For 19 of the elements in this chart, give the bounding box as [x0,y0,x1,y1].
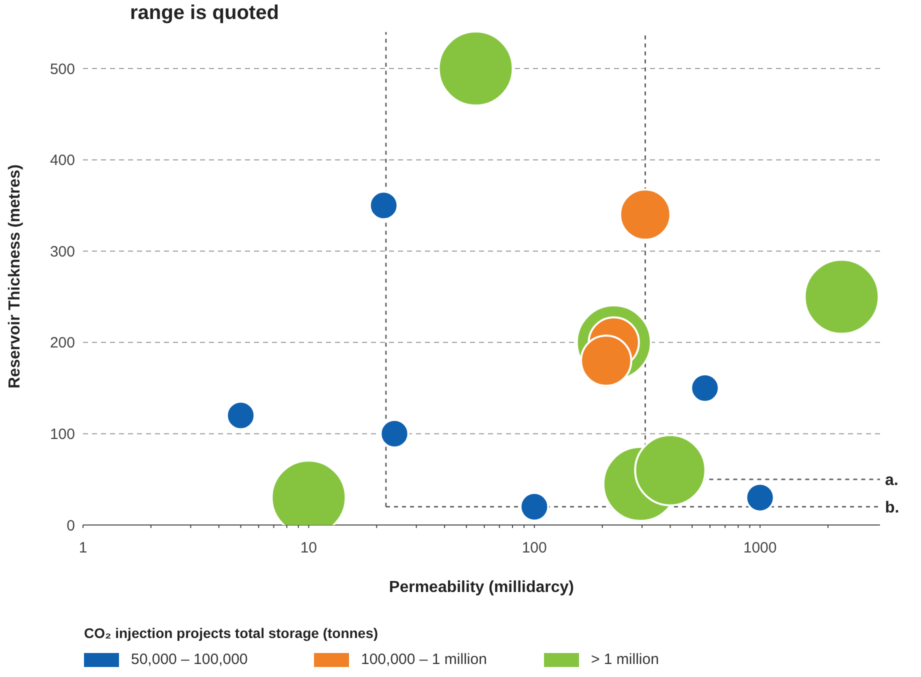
ref-line-label: a. [885,472,898,490]
x-tick-label: 1000 [743,540,777,557]
y-tick-label: 200 [50,334,75,352]
y-tick-label: 500 [50,60,75,78]
legend-label: 50,000 – 100,000 [131,651,248,668]
x-tick-label: 10 [300,540,318,557]
ref-line-label: b. [885,499,900,516]
y-tick-label: 400 [50,152,75,170]
y-tick-label: 0 [66,517,75,534]
y-tick-label: 300 [50,243,75,260]
legend-label: > 1 million [591,651,659,668]
x-tick-label: 100 [522,540,547,557]
y-axis-title: Reservoir Thickness (metres) [6,164,24,388]
legend-title: CO₂ injection projects total storage (tonnes) [84,625,380,641]
chart-title: range is quoted [130,2,279,25]
legend-label: 100,000 – 1 million [361,651,487,668]
y-tick-label: 100 [50,426,75,444]
x-tick-label: 1 [78,540,88,557]
x-axis-title: Permeability (millidarcy) [389,579,574,596]
